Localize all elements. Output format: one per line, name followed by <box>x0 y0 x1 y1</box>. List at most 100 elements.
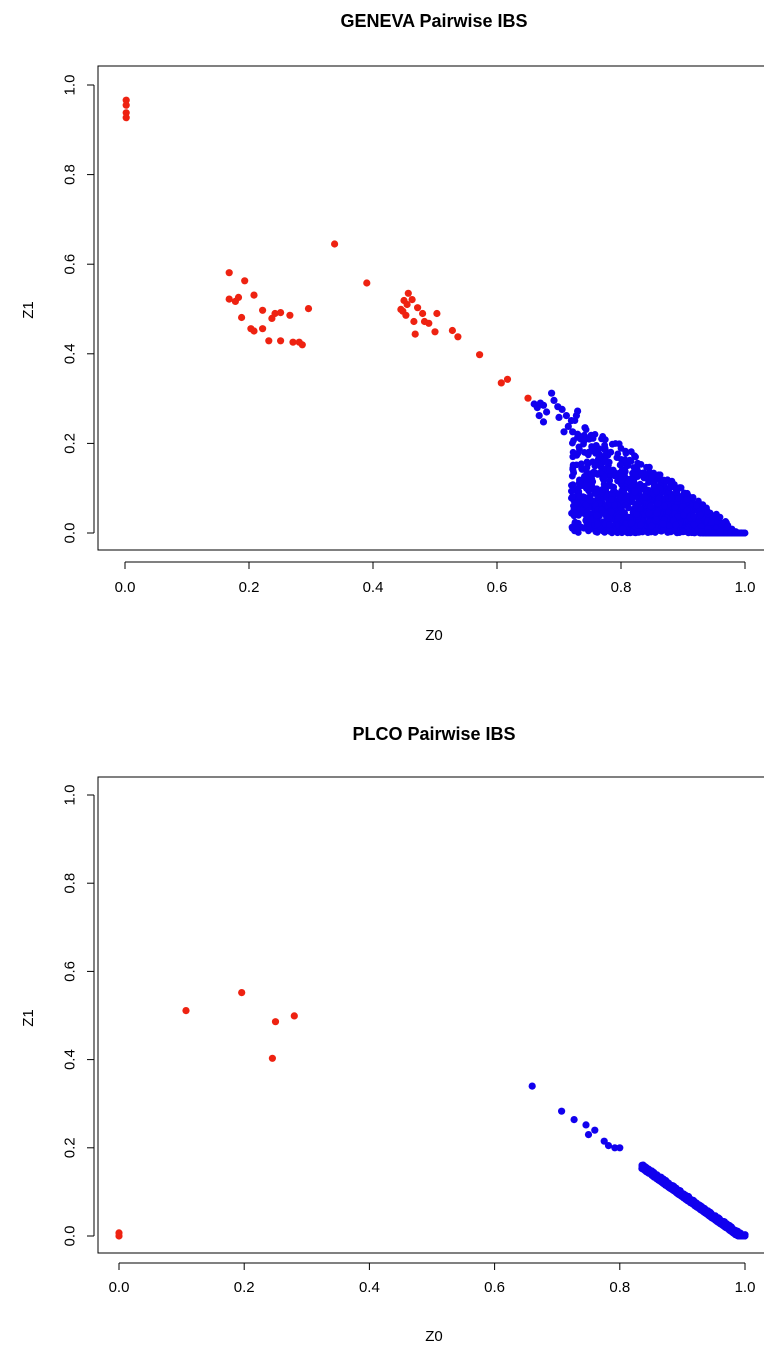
data-point <box>597 468 605 476</box>
data-point <box>601 528 608 536</box>
data-point <box>564 422 572 430</box>
data-point <box>632 471 639 478</box>
data-point <box>622 520 630 528</box>
data-point <box>630 464 638 471</box>
data-point <box>660 495 668 502</box>
data-point <box>584 1131 593 1139</box>
data-point <box>617 476 625 484</box>
data-point <box>716 1215 723 1223</box>
data-point <box>535 412 543 420</box>
data-point <box>591 469 599 477</box>
data-point <box>694 1203 701 1211</box>
data-point <box>648 474 656 481</box>
data-point <box>580 437 588 445</box>
x-tick-label: 0.0 <box>109 1279 130 1296</box>
data-point <box>277 337 285 345</box>
y-tick-label: 0.8 <box>62 873 79 894</box>
data-point <box>602 446 609 453</box>
data-point <box>419 309 427 318</box>
data-point <box>716 513 724 521</box>
data-point <box>568 472 576 480</box>
x-tick-label: 0.2 <box>239 579 260 596</box>
data-point <box>271 309 279 318</box>
y-axis-label: Z1 <box>20 1009 37 1027</box>
data-point <box>680 511 687 519</box>
data-point <box>331 240 339 248</box>
data-point <box>576 492 584 500</box>
y-tick-label: 0.6 <box>62 254 79 275</box>
data-point <box>575 479 583 487</box>
data-point <box>259 325 267 333</box>
data-point <box>631 488 639 496</box>
x-tick-label: 0.2 <box>234 1279 255 1296</box>
data-point <box>681 1192 689 1199</box>
data-point <box>593 511 601 519</box>
data-point <box>408 296 416 304</box>
data-point <box>363 279 371 287</box>
data-point <box>608 496 615 503</box>
data-point <box>683 506 691 514</box>
data-point <box>654 500 662 507</box>
data-point <box>611 472 619 480</box>
y-axis: 0.0 0.2 0.4 0.6 0.8 1.0 <box>62 785 95 1246</box>
data-point <box>716 528 724 536</box>
data-point <box>708 518 715 526</box>
data-point <box>615 514 622 521</box>
data-point <box>650 479 658 487</box>
data-point <box>402 311 410 319</box>
data-point <box>640 1164 647 1172</box>
data-point <box>612 440 619 447</box>
data-point <box>454 333 462 341</box>
data-point <box>268 1054 276 1062</box>
x-tick-label: 1.0 <box>735 579 756 596</box>
data-point <box>558 1107 566 1115</box>
data-point <box>250 327 258 335</box>
data-point <box>693 502 700 510</box>
data-point <box>410 317 418 326</box>
data-point <box>632 503 639 510</box>
data-point <box>643 463 650 471</box>
y-tick-label: 0.2 <box>62 1137 79 1158</box>
data-point <box>574 526 582 533</box>
data-point <box>582 517 590 525</box>
data-point <box>569 439 576 447</box>
data-point <box>672 521 680 529</box>
data-point <box>604 1142 613 1150</box>
data-point <box>652 488 660 496</box>
x-tick-label: 1.0 <box>735 1279 756 1296</box>
data-point <box>607 448 615 456</box>
data-point <box>614 450 622 458</box>
data-point <box>592 528 600 536</box>
data-point <box>569 465 577 473</box>
data-point <box>689 494 697 501</box>
data-point <box>652 527 660 535</box>
data-point <box>618 466 626 474</box>
data-point <box>683 496 691 503</box>
data-point <box>631 452 638 460</box>
x-tick-label: 0.8 <box>611 579 632 596</box>
data-point <box>667 483 674 491</box>
data-point <box>732 1231 740 1239</box>
data-point <box>660 502 668 510</box>
data-point <box>665 528 674 536</box>
data-point <box>601 457 610 465</box>
data-point <box>503 375 512 383</box>
data-point <box>575 443 583 451</box>
data-point <box>676 1187 684 1195</box>
data-point <box>634 528 643 536</box>
data-point <box>699 1208 707 1215</box>
data-point <box>414 304 422 312</box>
data-point <box>568 493 576 500</box>
data-point <box>476 351 484 359</box>
data-point <box>550 396 558 404</box>
data-point <box>583 464 591 472</box>
data-point <box>497 379 505 387</box>
data-point <box>560 428 568 436</box>
y-tick-label: 0.4 <box>62 343 79 364</box>
data-point <box>732 528 740 536</box>
data-point <box>666 522 673 530</box>
data-point <box>539 401 548 409</box>
data-point <box>448 326 456 335</box>
data-point <box>238 989 246 997</box>
data-point <box>654 1175 661 1183</box>
